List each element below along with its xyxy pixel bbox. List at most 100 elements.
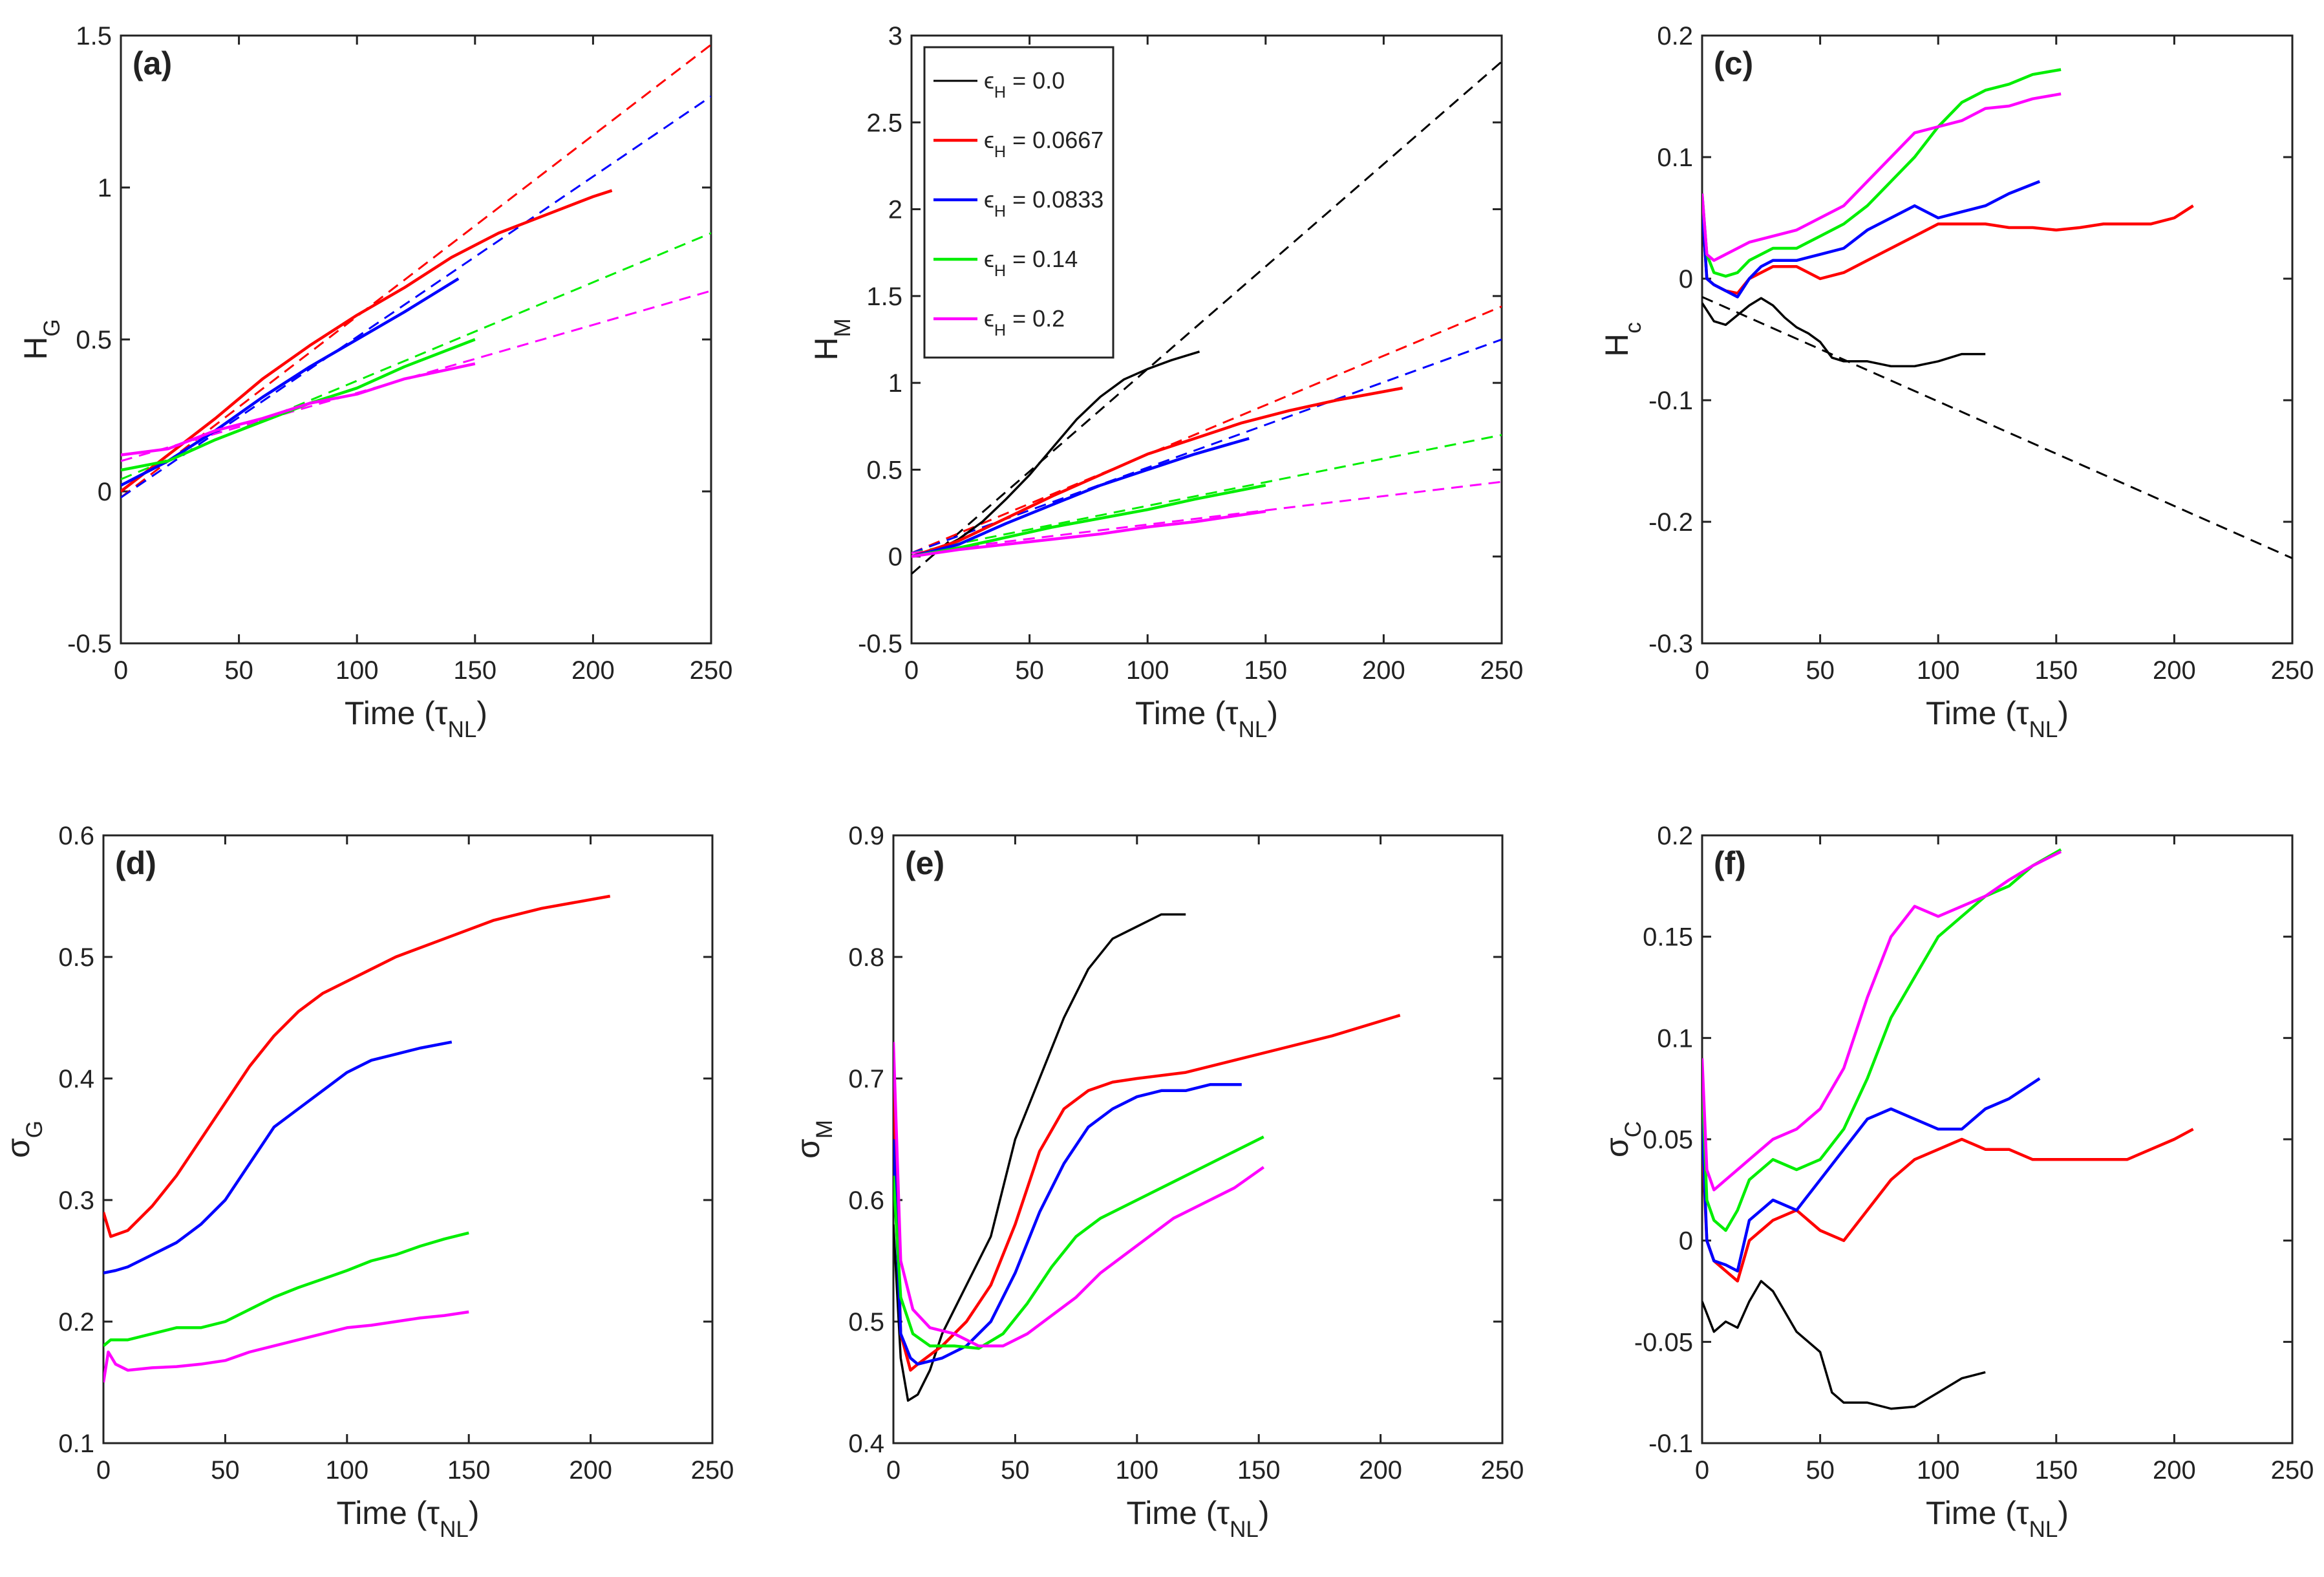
x-tick-label: 250: [690, 656, 733, 685]
axes-frame: [892, 834, 1504, 1444]
series-line-eps_0_14: [911, 484, 1266, 558]
axes-frame: [1701, 34, 2294, 645]
y-tick-label: 2: [888, 196, 902, 224]
x-tick-label: 150: [1237, 1456, 1281, 1485]
x-tick-label: 200: [1362, 656, 1405, 685]
y-tick-label: 0.1: [1657, 144, 1693, 172]
series-line-eps_0_2: [103, 1310, 469, 1383]
plot-area: [911, 61, 1502, 575]
legend: ϵH = 0.0 ϵH = 0.0667 ϵH = 0.0833 ϵH = 0.14 ϵ…: [923, 46, 1114, 359]
x-tick-label: 200: [1359, 1456, 1402, 1485]
legend-label-eps_0_0: ϵH = 0.0: [984, 67, 1065, 102]
legend-label-eps_0_2: ϵH = 0.2: [984, 305, 1065, 339]
y-axis-label: Hc: [1599, 322, 1646, 357]
panel-label: (d): [115, 845, 156, 881]
y-tick-label: 0.15: [1643, 923, 1693, 952]
x-axis-label: Time (τNL): [337, 1495, 480, 1542]
series-line-eps_0_0: [1702, 1280, 1986, 1410]
y-tick-label: 0.05: [1643, 1126, 1693, 1154]
x-axis-label: Time (τNL): [1926, 1495, 2069, 1542]
x-tick-label: 150: [2034, 656, 2078, 685]
fit-line-eps_0_0667: [911, 305, 1502, 554]
x-tick-label: 100: [1917, 656, 1960, 685]
y-tick-label: 0.2: [1657, 22, 1693, 50]
x-tick-label: 50: [1015, 656, 1044, 685]
plot-area: [1702, 848, 2194, 1410]
fit-line-eps_0_0833: [121, 95, 711, 499]
x-tick-label: 150: [1244, 656, 1287, 685]
y-tick-label: -0.05: [1634, 1328, 1693, 1357]
y-tick-label: 0.6: [58, 822, 94, 850]
y-tick-label: 3: [888, 22, 902, 50]
y-tick-label: 0.5: [866, 456, 902, 484]
series-line-eps_0_2: [1702, 850, 2062, 1192]
x-tick-label: 150: [453, 656, 496, 685]
series-line-eps_0_0: [1702, 297, 1986, 368]
y-axis-label: σG: [0, 1121, 47, 1158]
legend-label-eps_0_14: ϵH = 0.14: [984, 246, 1078, 280]
y-tick-label: -0.1: [1648, 387, 1693, 415]
y-tick-label: 0.5: [848, 1308, 884, 1336]
x-tick-label: 0: [96, 1456, 111, 1485]
legend-label-eps_0_0667: ϵH = 0.0667: [984, 127, 1103, 161]
plot-area: [1702, 68, 2292, 559]
x-tick-label: 0: [904, 656, 919, 685]
series-line-eps_0_0667: [911, 386, 1403, 558]
y-tick-label: 1: [98, 174, 112, 202]
axes-frame: [1701, 834, 2294, 1444]
x-tick-label: 200: [2153, 1456, 2196, 1485]
x-axis-label: Time (τNL): [345, 695, 487, 742]
series-line-eps_0_14: [893, 1135, 1264, 1350]
axes-frame: [120, 34, 712, 645]
x-tick-label: 150: [2034, 1456, 2078, 1485]
y-tick-label: 0.7: [848, 1065, 884, 1093]
x-tick-label: 50: [1806, 1456, 1835, 1485]
panel-label: (f): [1714, 845, 1746, 881]
y-tick-label: 0.1: [1657, 1024, 1693, 1053]
x-tick-label: 150: [447, 1456, 491, 1485]
x-tick-label: 0: [1695, 656, 1709, 685]
y-tick-label: 0.6: [848, 1186, 884, 1215]
series-line-eps_0_0833: [103, 1040, 453, 1275]
y-tick-label: 0.3: [58, 1186, 94, 1215]
y-tick-label: 0.1: [58, 1430, 94, 1458]
legend-box: [923, 46, 1114, 359]
y-tick-label: 0.2: [58, 1308, 94, 1336]
series-line-eps_0_0: [893, 913, 1186, 1402]
y-axis-label: HM: [808, 318, 855, 360]
panel-f: 0 50 100 150 200 250 -0.1 -0.05 0 0.05 0.1 0.15 0.2 T…: [1599, 822, 2314, 1542]
x-tick-label: 0: [886, 1456, 901, 1485]
x-tick-label: 250: [2271, 656, 2314, 685]
y-tick-label: 0.8: [848, 943, 884, 972]
plot-area: [893, 913, 1401, 1402]
plot-area: [103, 894, 611, 1383]
y-tick-label: -0.3: [1648, 630, 1693, 658]
series-line-eps_0_14: [1702, 68, 2062, 278]
series-line-eps_0_0833: [893, 1083, 1242, 1366]
x-tick-label: 200: [2153, 656, 2196, 685]
x-tick-label: 250: [1481, 1456, 1524, 1485]
series-line-eps_0_0667: [103, 894, 611, 1238]
series-line-eps_0_0833: [1702, 1077, 2041, 1272]
fit-line-eps_0_14: [911, 434, 1502, 554]
series-line-eps_0_14: [1702, 848, 2062, 1232]
x-tick-label: 100: [1917, 1456, 1960, 1485]
y-axis-label: σM: [790, 1120, 837, 1159]
x-tick-label: 50: [1806, 656, 1835, 685]
series-line-eps_0_2: [121, 362, 476, 456]
x-tick-label: 0: [1695, 1456, 1709, 1485]
y-tick-label: -0.2: [1648, 508, 1693, 537]
series-line-eps_0_2: [1702, 92, 2062, 263]
x-axis-label: Time (τNL): [1135, 695, 1278, 742]
series-line-eps_0_0833: [121, 277, 460, 487]
series-line-eps_0_14: [103, 1231, 469, 1347]
y-tick-label: 0.5: [58, 943, 94, 972]
x-tick-label: 200: [569, 1456, 612, 1485]
panel-label: (a): [133, 45, 172, 81]
series-line-eps_0_2: [911, 510, 1266, 558]
series-line-eps_0_0667: [121, 189, 613, 493]
x-tick-label: 250: [691, 1456, 734, 1485]
y-tick-label: 0: [1679, 265, 1693, 294]
y-tick-label: 0: [888, 543, 902, 572]
